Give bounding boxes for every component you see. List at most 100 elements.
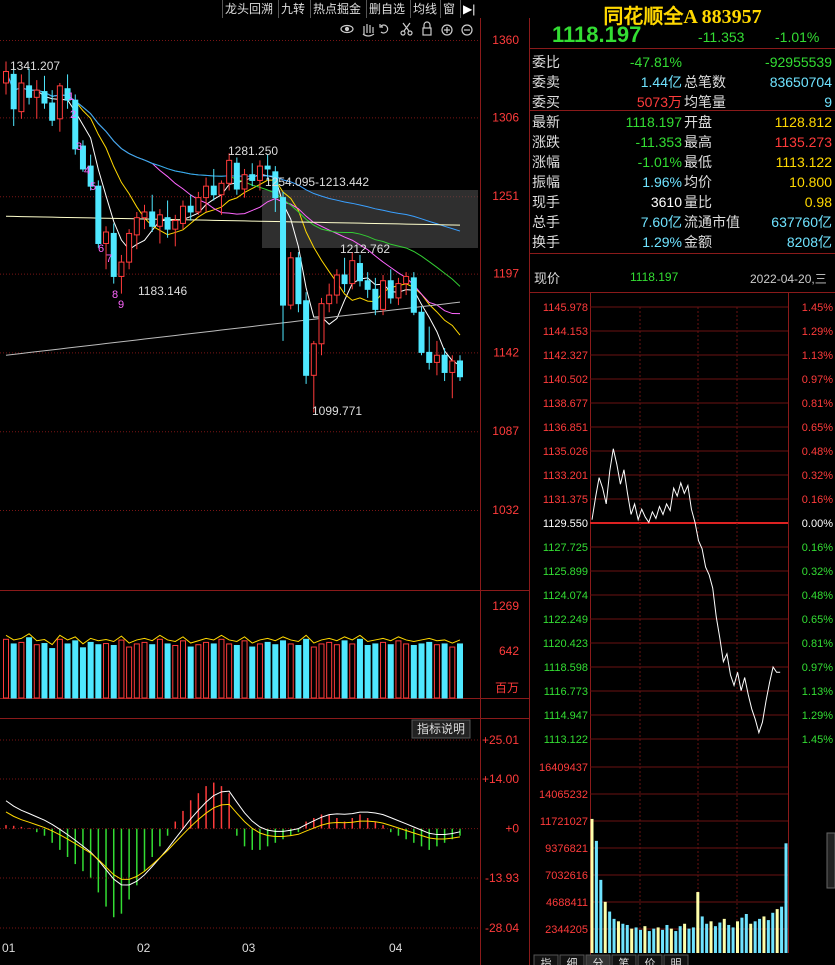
macd-tick: -13.93 bbox=[485, 871, 519, 885]
quote-label-1: 委卖 bbox=[532, 74, 560, 90]
toolbar-dragon-backtrack[interactable]: 龙头回溯 bbox=[222, 0, 275, 18]
tab-detail2[interactable]: 明 bbox=[663, 954, 689, 965]
tab-minute[interactable]: 分 bbox=[585, 954, 611, 965]
quote-label-2: 最高 bbox=[684, 134, 712, 150]
volume-bar bbox=[287, 643, 294, 699]
volume-bar bbox=[133, 643, 140, 699]
quote-value-2: -92955539 bbox=[765, 54, 832, 70]
quote-row: 最新 1118.197 开盘 1128.812 bbox=[530, 112, 835, 132]
scroll-handle[interactable] bbox=[826, 832, 835, 889]
candlestick bbox=[3, 61, 9, 95]
candlestick bbox=[303, 292, 310, 384]
svg-text:明: 明 bbox=[671, 957, 682, 965]
candlestick bbox=[72, 94, 79, 155]
candlestick bbox=[310, 340, 317, 413]
lock-icon[interactable] bbox=[422, 21, 432, 36]
price-change: -11.353 bbox=[698, 29, 745, 45]
svg-text:价: 价 bbox=[645, 957, 656, 965]
candlestick bbox=[410, 272, 417, 316]
intraday-price-tick: 1145.978 bbox=[543, 302, 588, 314]
intraday-price-tick: 1114.947 bbox=[544, 710, 588, 722]
intraday-volume-bar bbox=[700, 916, 704, 953]
volume-bar bbox=[356, 638, 363, 699]
td-number: 1 bbox=[68, 91, 74, 103]
volume-bar bbox=[187, 646, 194, 699]
candlestick bbox=[133, 211, 140, 250]
toolbar-nine-turn[interactable]: 九转 bbox=[278, 0, 307, 18]
intraday-volume-bar bbox=[665, 924, 669, 953]
intraday-volume-bar bbox=[661, 929, 665, 953]
eye-icon[interactable] bbox=[340, 24, 354, 34]
toolbar-ma[interactable]: 均线 bbox=[410, 0, 439, 18]
volume-bar bbox=[41, 643, 48, 699]
volume-bar bbox=[333, 644, 340, 699]
intraday-pct-tick: 0.81% bbox=[802, 398, 833, 410]
candlestick bbox=[141, 204, 148, 230]
macd-tick: +25.01 bbox=[482, 733, 519, 747]
volume-bar bbox=[241, 640, 248, 699]
candlestick bbox=[449, 355, 456, 399]
intraday-price-tick: 1116.773 bbox=[544, 686, 588, 698]
intraday-price-tick: 1133.201 bbox=[543, 470, 588, 482]
candlestick bbox=[264, 154, 271, 181]
volume-bar bbox=[195, 644, 202, 699]
candlestick bbox=[218, 180, 225, 215]
intraday-volume-bar bbox=[775, 909, 779, 953]
intraday-volume-tick: 16409437 bbox=[539, 762, 588, 774]
candlestick bbox=[118, 254, 125, 294]
quote-value-1: 7.60亿 bbox=[640, 214, 682, 230]
price-tick: 1087 bbox=[492, 424, 519, 438]
toolbar-remove-watchlist[interactable]: 删自选 bbox=[366, 0, 407, 18]
quote-label-1: 总手 bbox=[532, 214, 560, 230]
volume-tick: 642 bbox=[499, 644, 519, 658]
intraday-price-line bbox=[591, 448, 781, 735]
volume-bar bbox=[372, 643, 379, 699]
intraday-pct-tick: 0.16% bbox=[802, 542, 833, 554]
candlestick bbox=[249, 163, 256, 187]
candlestick bbox=[280, 191, 287, 341]
zoom-out-icon[interactable] bbox=[461, 24, 473, 36]
volume-bar bbox=[110, 644, 117, 699]
svg-text:笔: 笔 bbox=[619, 956, 630, 965]
undo-icon[interactable] bbox=[379, 24, 389, 34]
macd-dif bbox=[5, 790, 461, 886]
intraday-volume-bar bbox=[634, 927, 638, 953]
indicator-help-button[interactable] bbox=[411, 719, 471, 739]
intraday-pct-tick: 1.13% bbox=[802, 350, 833, 362]
volume-bar bbox=[395, 640, 402, 699]
intraday-volume-tick: 2344205 bbox=[545, 924, 588, 936]
quote-value-1: 3610 bbox=[650, 194, 682, 210]
scissors-icon[interactable] bbox=[400, 22, 413, 36]
macd-tick: -28.04 bbox=[485, 921, 519, 935]
zoom-in-icon[interactable] bbox=[441, 24, 453, 36]
month-label: 01 bbox=[2, 941, 16, 955]
tab-index[interactable]: 指 bbox=[533, 954, 559, 965]
volume-bar bbox=[433, 644, 440, 699]
tab-tick[interactable]: 笔 bbox=[611, 954, 637, 965]
volume-bar bbox=[56, 638, 63, 699]
svg-text:指: 指 bbox=[541, 956, 552, 965]
candlestick bbox=[287, 252, 294, 310]
hand-icon[interactable] bbox=[362, 24, 375, 37]
volume-bar bbox=[72, 640, 79, 699]
volume-bar bbox=[303, 638, 310, 699]
price-tick: 1360 bbox=[492, 33, 519, 47]
volume-bar bbox=[318, 643, 325, 699]
current-price: 1118.197 bbox=[552, 22, 642, 47]
quote-label-1: 委买 bbox=[532, 94, 560, 110]
volume-bar bbox=[256, 643, 263, 699]
price-pct: -1.01% bbox=[775, 29, 820, 45]
quote-value-2: 637760亿 bbox=[771, 214, 832, 230]
intraday-volume-bar bbox=[616, 921, 620, 953]
volume-bar bbox=[364, 644, 371, 699]
svg-text:细: 细 bbox=[567, 957, 578, 965]
intraday-volume-bar bbox=[771, 912, 775, 953]
tab-detail[interactable]: 细 bbox=[559, 954, 585, 965]
play-icon[interactable]: ▶| bbox=[460, 0, 477, 18]
quote-label-1: 委比 bbox=[532, 54, 560, 70]
toolbar-hotspot[interactable]: 热点掘金 bbox=[310, 0, 363, 18]
intraday-price-tick: 1136.851 bbox=[543, 422, 588, 434]
toolbar-window[interactable]: 窗 bbox=[440, 0, 457, 18]
tab-price[interactable]: 价 bbox=[637, 954, 663, 965]
intraday-pct-tick: 1.29% bbox=[802, 710, 833, 722]
